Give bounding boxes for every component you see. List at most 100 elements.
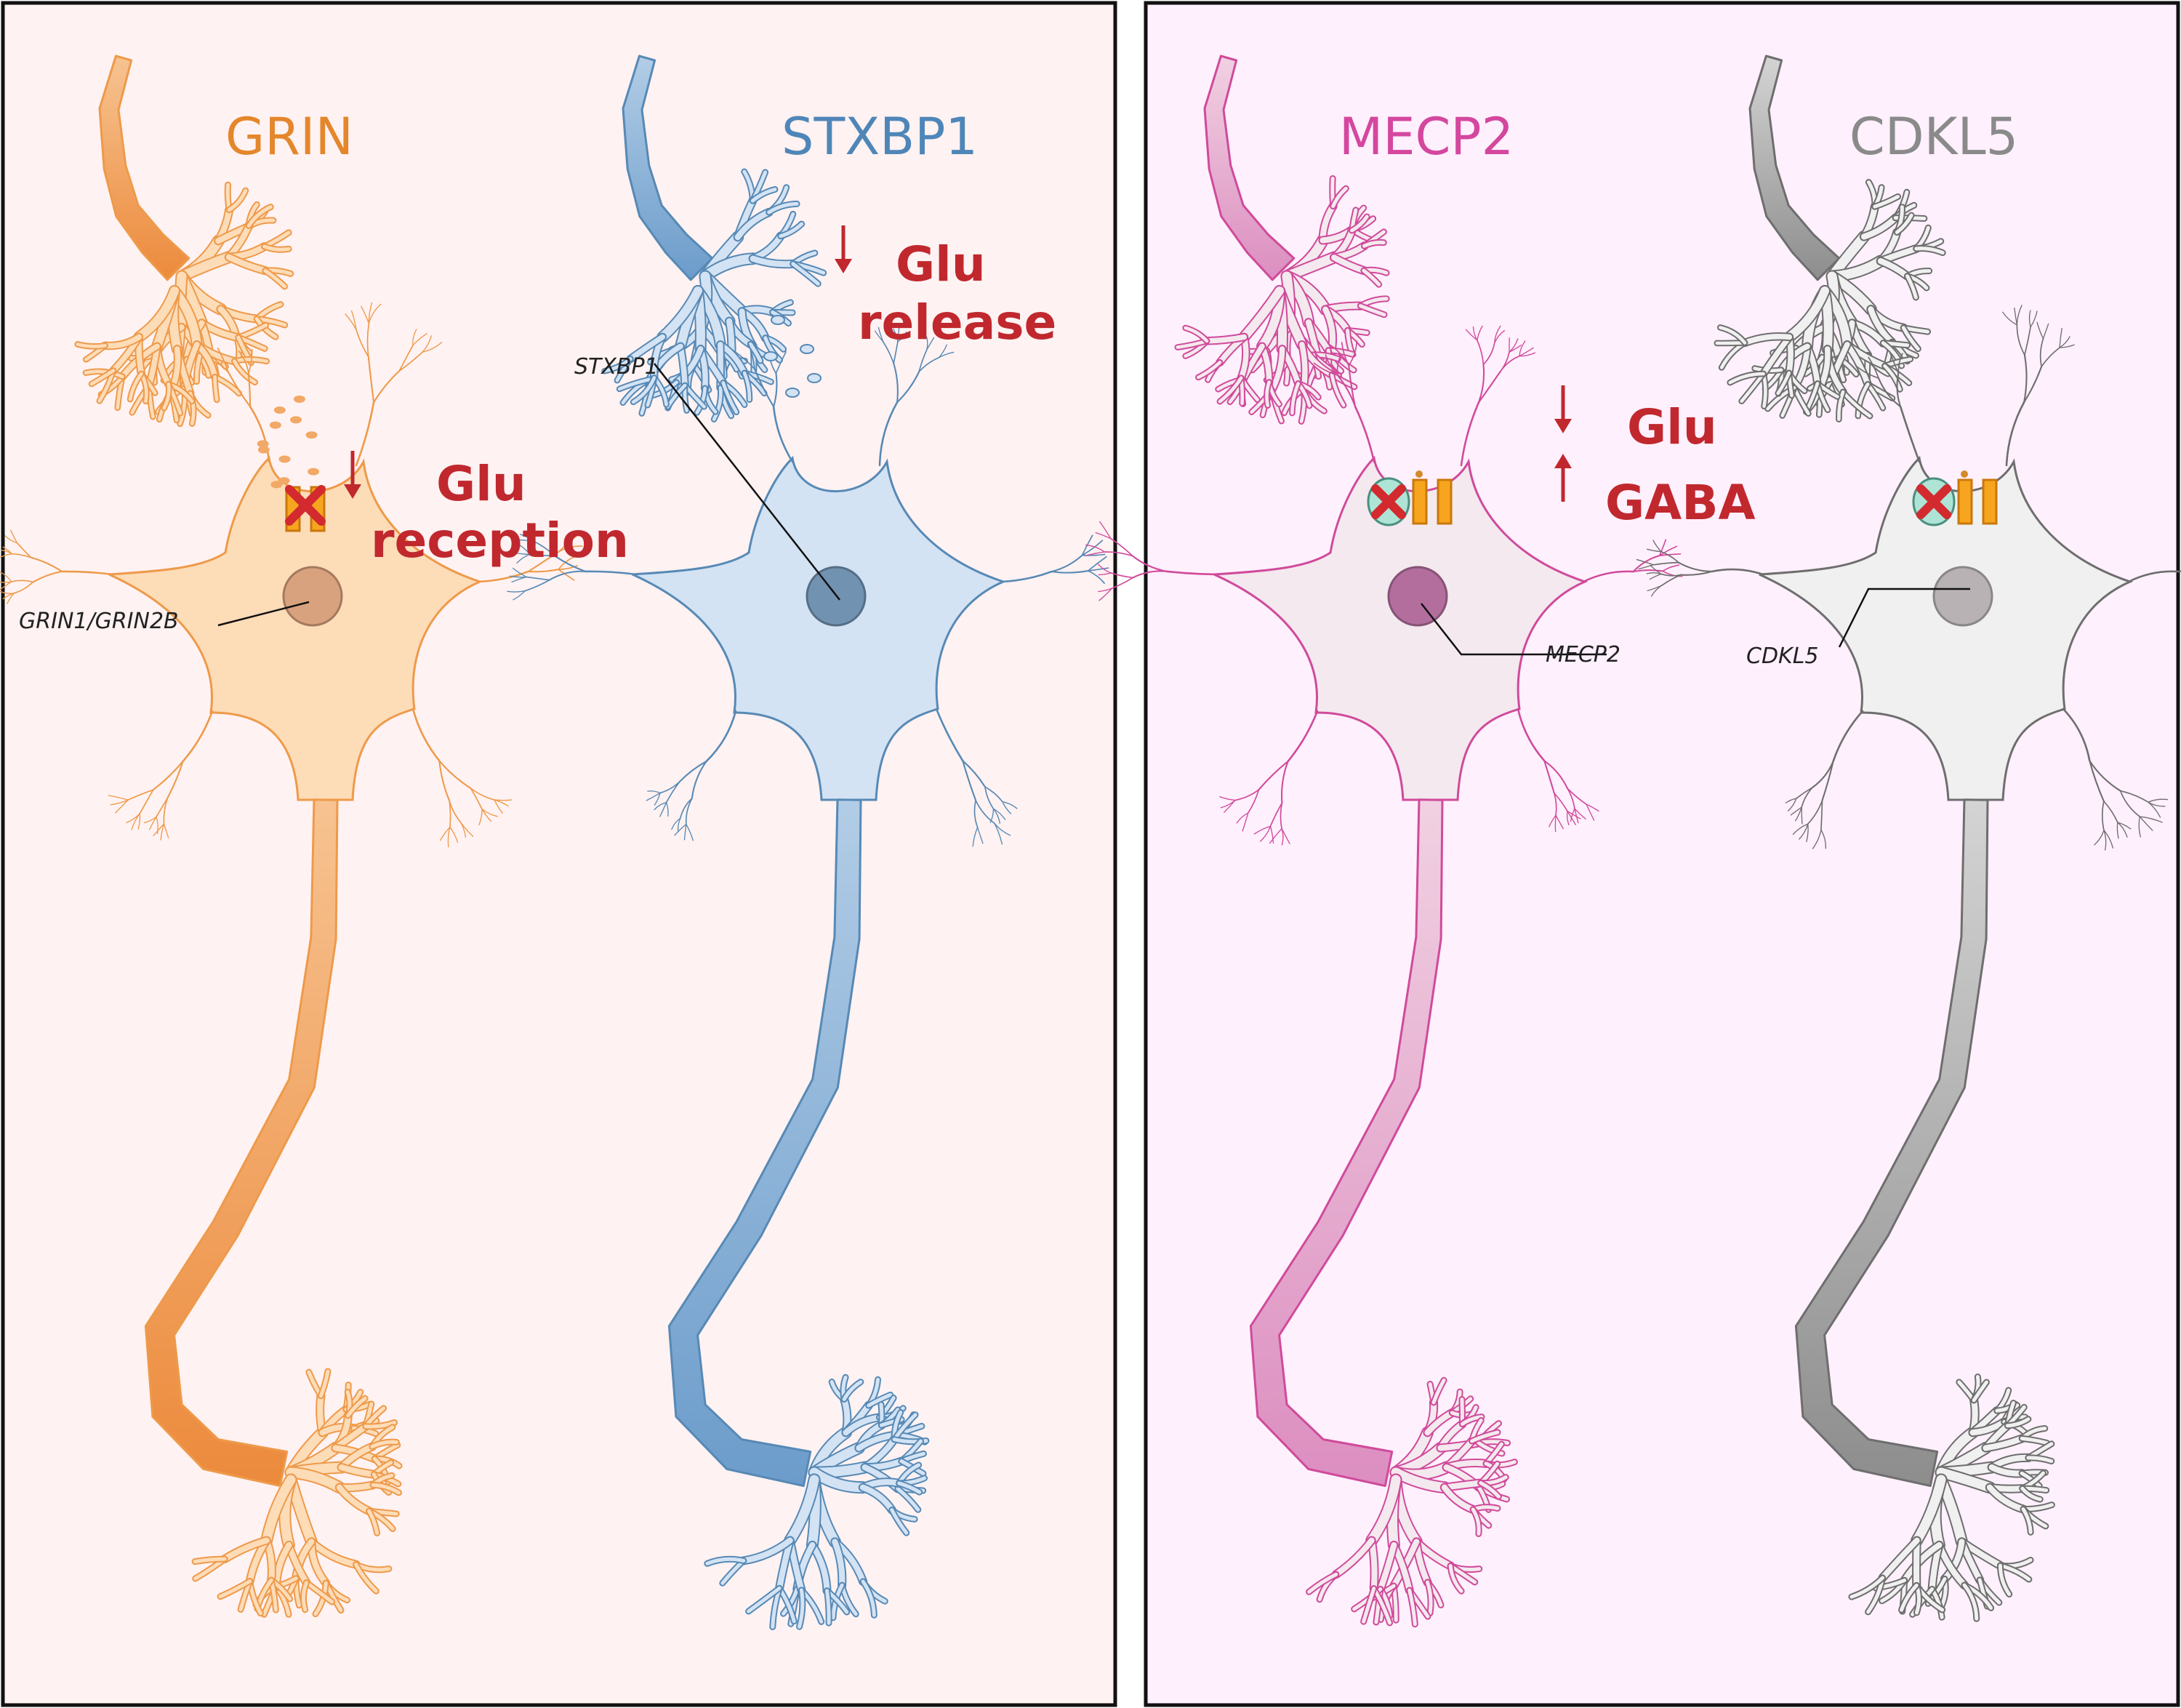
mecp2-presynaptic-terminal <box>1218 376 1243 404</box>
mecp2-axon-terminal <box>1391 1467 1450 1493</box>
glutamate-vesicle <box>257 440 269 448</box>
cdkl5-presynaptic-terminal <box>1785 286 1829 342</box>
stxbp1-dendrite <box>654 801 667 811</box>
mecp2-dendrite <box>1219 796 1236 801</box>
stxbp1-neuron <box>507 55 1109 1630</box>
cdkl5-dendrite <box>1647 585 1663 592</box>
stxbp1-dendrite <box>989 808 995 823</box>
glutamate-receptor <box>1437 478 1453 525</box>
stxbp1-dendrite <box>507 590 526 593</box>
grin-dendrite <box>559 535 577 552</box>
grin-dendrite <box>2 546 12 555</box>
cdkl5-axon-terminal <box>1849 1576 1885 1599</box>
mecp2-dendrite <box>1258 761 1289 791</box>
glutamate-vesicle <box>270 481 283 489</box>
synaptic-vesicle <box>771 315 785 325</box>
grin-dendrite <box>143 816 157 824</box>
grin-axon <box>144 798 339 1487</box>
cdkl5-dendrite <box>1792 823 1809 835</box>
stxbp1-dendrite <box>665 801 669 817</box>
stxbp1-presynaptic-terminal <box>750 188 777 203</box>
grin-dendrite <box>0 581 12 590</box>
cdkl5-dendrite <box>1795 806 1802 822</box>
stxbp1-presynaptic-terminal <box>652 380 678 397</box>
stxbp1-dendrite <box>984 786 1003 803</box>
cdkl5-dendrite <box>2117 822 2128 838</box>
stxbp1-axon-terminal <box>809 1467 868 1493</box>
grin-presynaptic-terminal <box>128 372 143 401</box>
grin-dendrite <box>7 593 15 604</box>
mecp2-dendrite <box>1313 362 1338 376</box>
cdkl5-dendrite <box>1878 377 1902 408</box>
cdkl5-dendrite <box>1652 561 1679 566</box>
grin-dendrite <box>366 323 370 358</box>
cdkl5-title: CDKL5 <box>1849 107 2018 167</box>
cdkl5-dendrite <box>2016 305 2023 326</box>
cdkl5-dendrite <box>1812 761 1834 788</box>
stxbp1-axon-terminal <box>896 1486 920 1512</box>
grin-dendrite <box>4 535 18 544</box>
cdkl5-presynaptic-terminal <box>1905 274 1918 300</box>
stxbp1-dendrite <box>671 817 681 830</box>
grin-incoming-axon <box>98 55 190 281</box>
cdkl5-dendrite <box>2094 830 2105 846</box>
mecp2-presynaptic-terminal <box>1362 240 1386 248</box>
stxbp1-dendrite <box>753 368 775 408</box>
cdkl5-dendrite <box>2138 816 2142 838</box>
stxbp1-dendrite <box>926 337 935 350</box>
cdkl5-neuron <box>1636 55 2181 1622</box>
grin-dendrite <box>411 707 441 762</box>
cdkl5-dendrite <box>2016 324 2025 356</box>
mecp2-dendrite <box>1517 707 1546 762</box>
synaptic-vesicle <box>800 344 814 354</box>
grin-dendrite <box>30 556 63 572</box>
grin-dendrite <box>126 813 140 824</box>
cdkl5-axon-terminal <box>1986 1484 2026 1512</box>
mecp2-presynaptic-terminal <box>1204 334 1248 344</box>
cdkl5-axon-terminal <box>2020 1471 2041 1488</box>
stxbp1-dendrite <box>674 823 687 836</box>
mecp2-dendrite <box>1519 347 1534 357</box>
cdkl5-presynaptic-terminal <box>1837 390 1845 421</box>
mecp2-axon-terminal <box>1407 1588 1417 1627</box>
grin-dendrite <box>247 372 252 408</box>
mecp2-axon-terminal <box>1425 1580 1433 1616</box>
grin-axon-terminal <box>286 1467 345 1493</box>
cdkl5-presynaptic-terminal <box>1718 326 1747 345</box>
mecp2-dendrite <box>1662 564 1680 572</box>
mecp2-axon-terminal <box>1333 1537 1375 1578</box>
grin-presynaptic-terminal <box>227 188 248 212</box>
mecp2-dendrite <box>1111 577 1134 589</box>
stxbp1-dendrite <box>524 579 550 592</box>
grin-axon-terminal <box>193 1557 227 1564</box>
cdkl5-presynaptic-terminal <box>1868 306 1895 345</box>
glutamate-vesicle <box>290 416 302 424</box>
mecp2-dendrite <box>1280 802 1283 830</box>
stxbp1-dendrite <box>1000 570 1053 583</box>
cdkl5-dendrite <box>1660 573 1682 577</box>
grin-dendrite <box>422 335 433 353</box>
stxbp1-dendrite <box>883 341 895 364</box>
stxbp1-dendrite <box>554 555 587 572</box>
grin-dendrite <box>345 313 357 331</box>
grin-dendrite <box>559 545 583 552</box>
grin-presynaptic-terminal <box>246 205 273 228</box>
block-cross-icon <box>1371 484 1406 519</box>
stxbp1-dendrite <box>516 553 531 564</box>
mecp2-incoming-axon <box>1203 55 1296 281</box>
stxbp1-dendrite <box>935 707 964 762</box>
stxbp1-dendrite <box>897 324 900 342</box>
stxbp1-axon-terminal <box>832 1539 846 1589</box>
stxbp1-dendrite <box>680 798 693 819</box>
mecp2-dendrite <box>1460 401 1480 467</box>
mecp2-axon-terminal <box>1368 1537 1378 1592</box>
stxbp1-presynaptic-terminal <box>748 342 763 363</box>
stxbp1-axon-terminal <box>897 1481 922 1494</box>
cdkl5-axon <box>1794 798 1989 1487</box>
stxbp1-dendrite <box>962 760 986 788</box>
grin-axon-terminal <box>222 1537 270 1563</box>
mecp2-dendrite <box>1499 355 1520 372</box>
mecp2-effect-line-2: GABA <box>1605 475 1756 531</box>
cdkl5-dendrite <box>1896 372 1902 408</box>
mecp2-dendrite <box>1478 364 1485 404</box>
